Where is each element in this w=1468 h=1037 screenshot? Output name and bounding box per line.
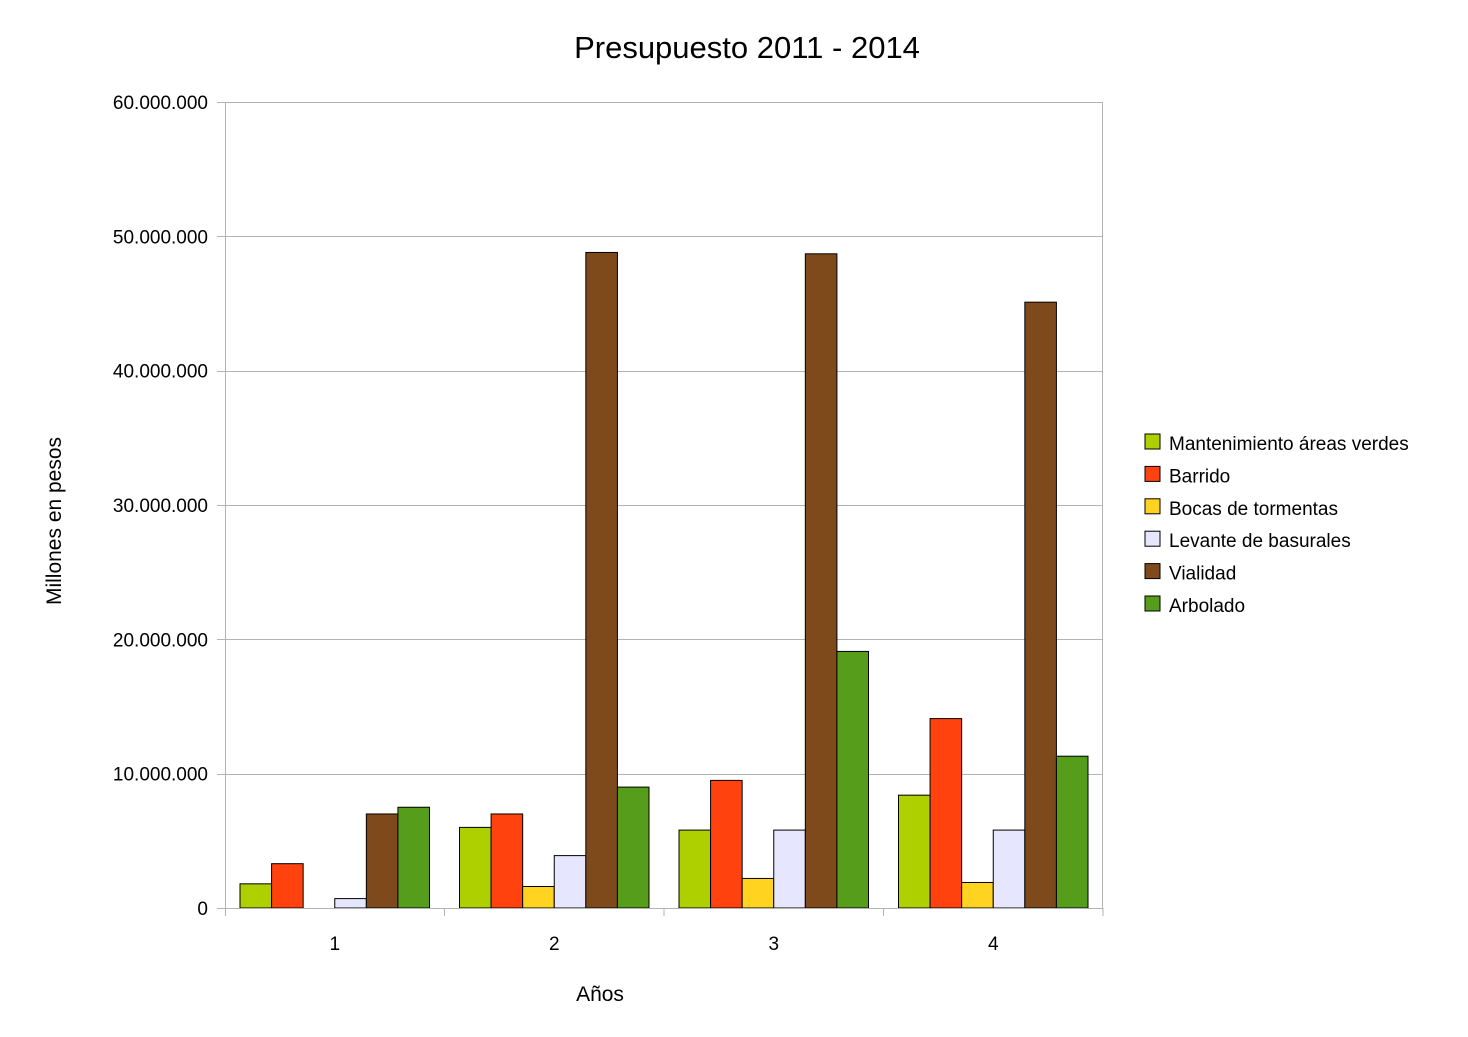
chart-title: Presupuesto 2011 - 2014 — [574, 30, 920, 65]
bar-1-1 — [239, 883, 273, 909]
bar-1-4 — [898, 794, 931, 909]
y-tick-label: 0 — [197, 899, 208, 920]
bar-3-2 — [522, 886, 555, 909]
bar-2-2 — [490, 813, 524, 909]
bar-4-4 — [992, 829, 1026, 909]
bars — [239, 251, 1089, 909]
legend: Mantenimiento áreas verdes Barrido Bocas d… — [1144, 433, 1409, 617]
x-tick-label: 3 — [768, 934, 779, 955]
bar-5-4 — [1024, 301, 1057, 909]
legend-label: Vialidad — [1169, 564, 1236, 585]
axes — [225, 102, 1103, 916]
bar-6-3 — [836, 650, 870, 909]
grid-lines — [225, 102, 1103, 909]
x-tick-label: 4 — [988, 934, 999, 955]
legend-label: Mantenimiento áreas verdes — [1169, 434, 1409, 455]
x-axis-ticks: 1 2 3 4 — [329, 908, 1104, 955]
bar-5-2 — [585, 251, 618, 909]
bar-4-3 — [773, 829, 806, 909]
x-axis-title: Años — [576, 983, 624, 1006]
bar-2-3 — [710, 779, 743, 909]
bar-6-2 — [616, 786, 650, 909]
legend-swatch — [1144, 498, 1161, 515]
bar-5-3 — [804, 253, 838, 909]
legend-swatch — [1144, 530, 1161, 547]
bar-1-3 — [678, 829, 712, 909]
bar-5-1 — [365, 813, 399, 909]
legend-swatch — [1144, 563, 1161, 580]
y-axis-ticks: 0 10.000.000 20.000.000 30.000.000 40.000.00… — [113, 93, 225, 920]
bar-3-4 — [961, 881, 994, 909]
x-tick-label: 1 — [329, 934, 340, 955]
legend-swatch — [1144, 465, 1161, 482]
bar-2-4 — [929, 718, 963, 909]
bar-6-1 — [397, 806, 430, 909]
bar-2-1 — [271, 863, 304, 909]
bar-3-3 — [741, 877, 775, 909]
bar-6-4 — [1055, 755, 1089, 909]
legend-label: Bocas de tormentas — [1169, 499, 1338, 520]
legend-swatch — [1144, 433, 1161, 450]
x-tick-label: 2 — [549, 934, 560, 955]
y-tick-label: 10.000.000 — [113, 765, 208, 786]
y-tick-label: 20.000.000 — [113, 630, 208, 651]
y-tick-label: 40.000.000 — [113, 362, 208, 383]
bar-4-1 — [334, 898, 367, 909]
bar-1-2 — [459, 826, 492, 909]
legend-label: Barrido — [1169, 466, 1230, 487]
y-tick-label: 50.000.000 — [113, 227, 208, 248]
y-axis-title: Millones en pesos — [43, 437, 66, 605]
y-tick-label: 30.000.000 — [113, 496, 208, 517]
legend-swatch — [1144, 595, 1161, 612]
legend-label: Levante de basurales — [1169, 531, 1351, 552]
y-tick-label: 60.000.000 — [113, 93, 208, 114]
bar-4-2 — [553, 855, 587, 909]
legend-label: Arbolado — [1169, 596, 1245, 617]
